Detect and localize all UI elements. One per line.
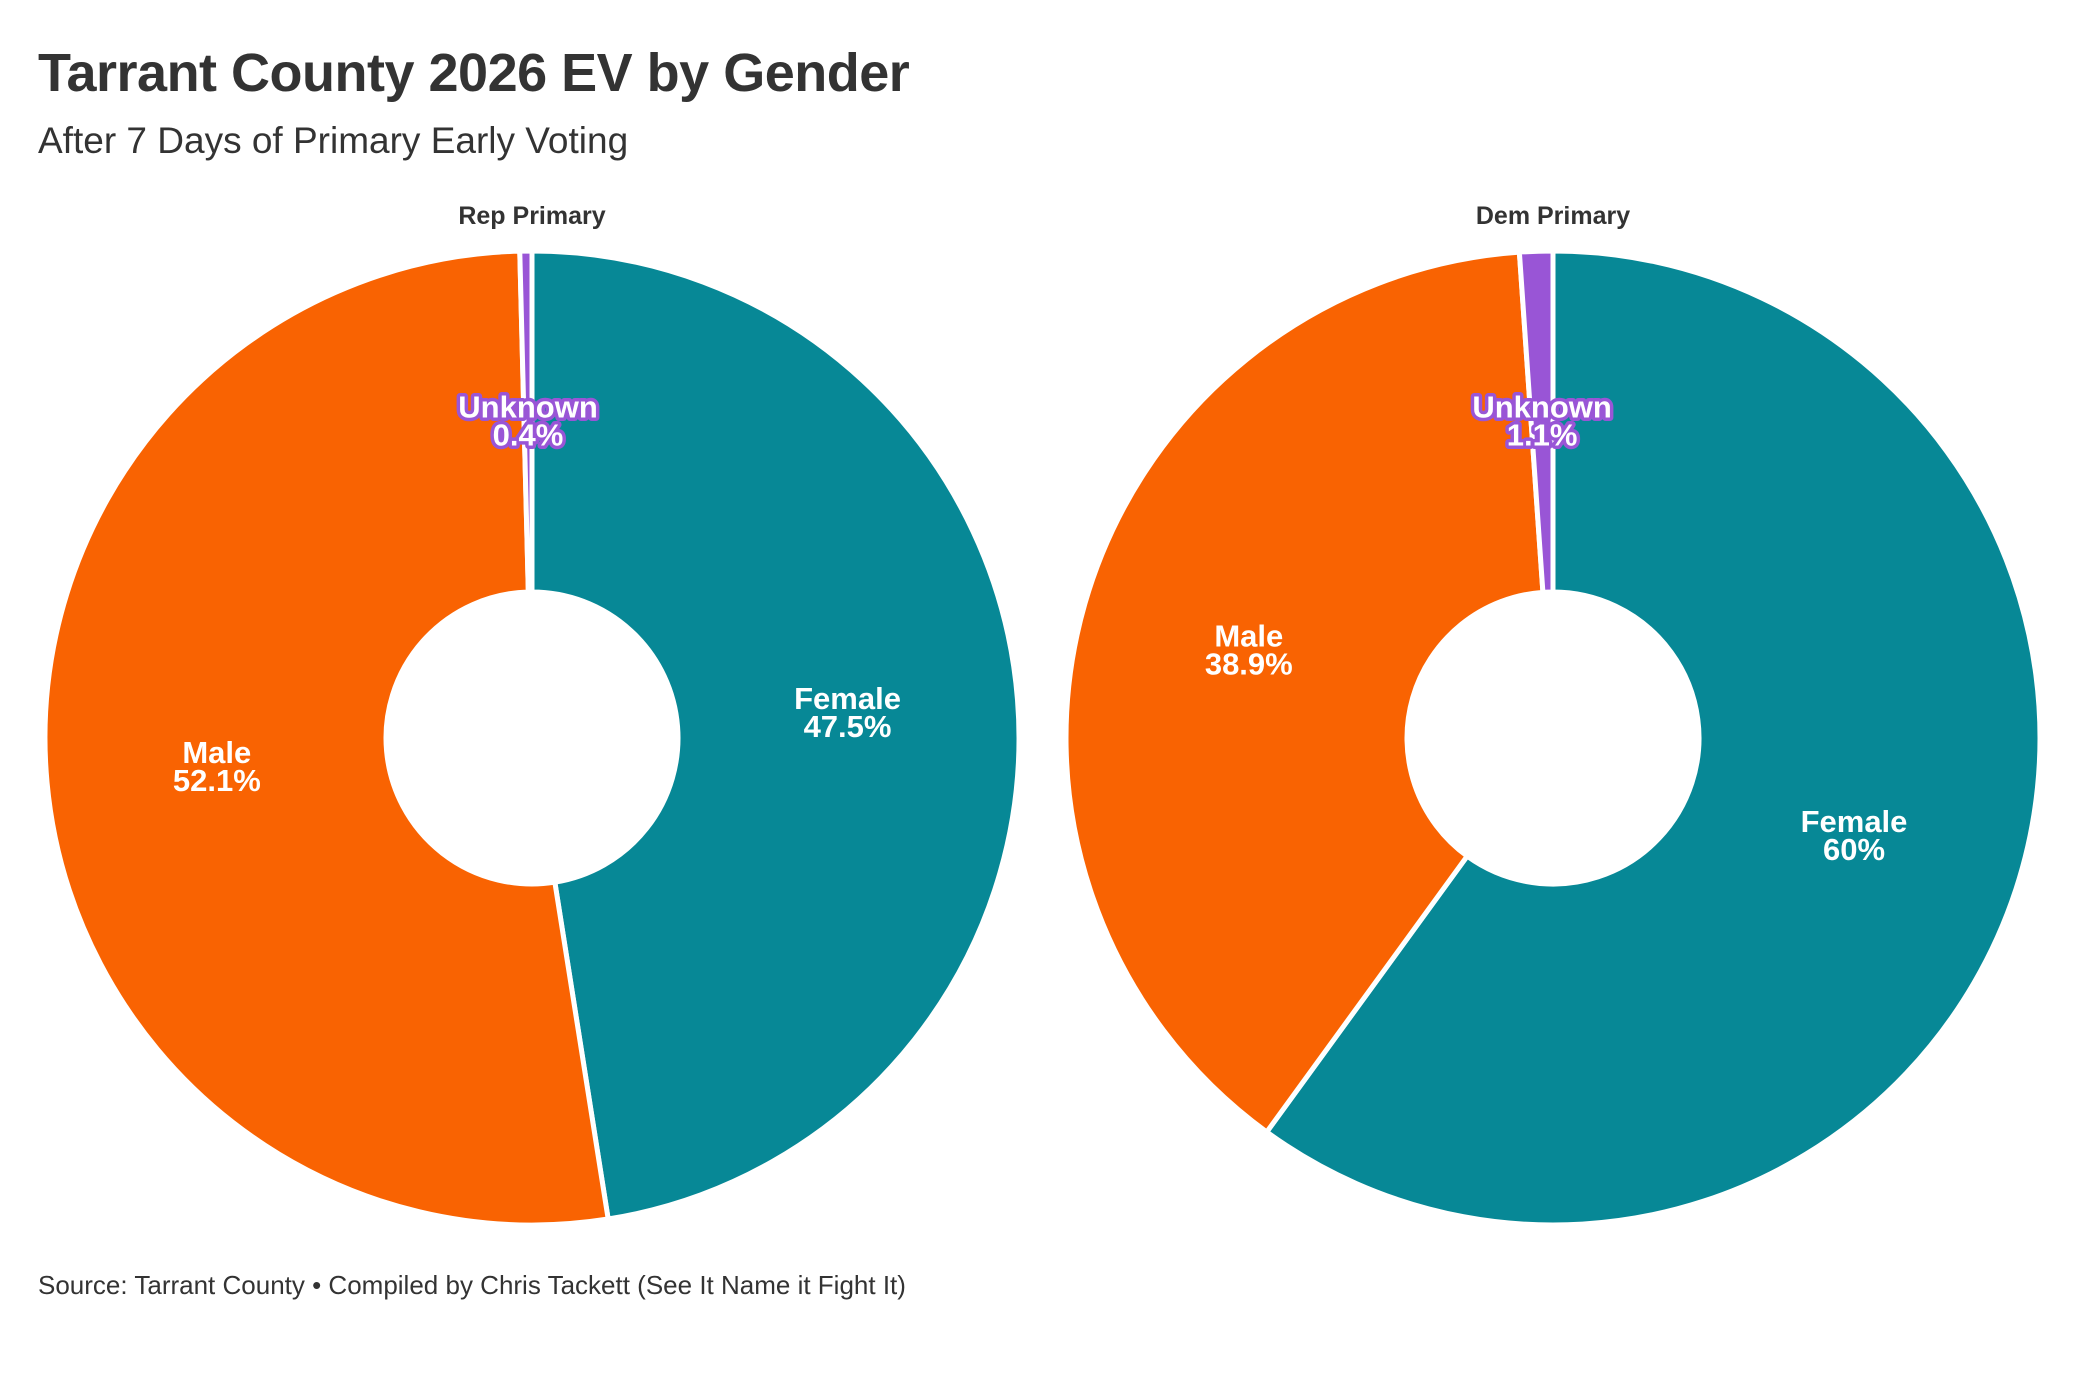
donut-dem-primary: Dem Primary Female 60% Male 38.9% Unknown 1.1% — [1063, 202, 2043, 1228]
slice-male — [42, 248, 611, 1228]
chart-subtitle: After 7 Days of Primary Early Voting — [38, 120, 629, 161]
donut-title: Dem Primary — [1476, 202, 1630, 230]
slice-female — [529, 248, 1022, 1222]
slice-label-female: Female 60% — [1801, 804, 1908, 867]
slice-label-female: Female 47.5% — [794, 681, 901, 744]
source-note: Source: Tarrant County • Compiled by Chr… — [38, 1270, 906, 1300]
donut-rep-primary: Rep Primary Female 47.5% Male 52.1% Unknown 0.… — [42, 202, 1022, 1228]
slice-female — [1264, 248, 2043, 1228]
slice-category: Male — [1214, 619, 1283, 654]
slice-male — [1063, 249, 1546, 1135]
slice-value: 60% — [1823, 832, 1885, 867]
slice-category: Unknown — [458, 390, 598, 425]
slice-category: Female — [1801, 804, 1908, 839]
donut-title: Rep Primary — [458, 202, 605, 230]
slice-value: 38.9% — [1205, 647, 1293, 682]
slice-value: 0.4% — [493, 418, 564, 453]
slice-unknown — [1516, 248, 1556, 595]
slice-value: 1.1% — [1507, 418, 1578, 453]
slice-value: 47.5% — [804, 709, 892, 744]
slice-label-male: Male 38.9% — [1205, 619, 1293, 682]
chart-title: Tarrant County 2026 EV by Gender — [38, 43, 910, 103]
slice-category: Unknown — [1472, 390, 1612, 425]
slice-unknown — [517, 248, 535, 595]
slice-label-unknown: Unknown 0.4% — [458, 390, 598, 453]
slice-label-unknown: Unknown 1.1% — [1472, 390, 1612, 453]
slice-value: 52.1% — [173, 763, 261, 798]
slice-category: Female — [794, 681, 901, 716]
slice-label-male: Male 52.1% — [173, 735, 261, 798]
slice-category: Male — [182, 735, 251, 770]
